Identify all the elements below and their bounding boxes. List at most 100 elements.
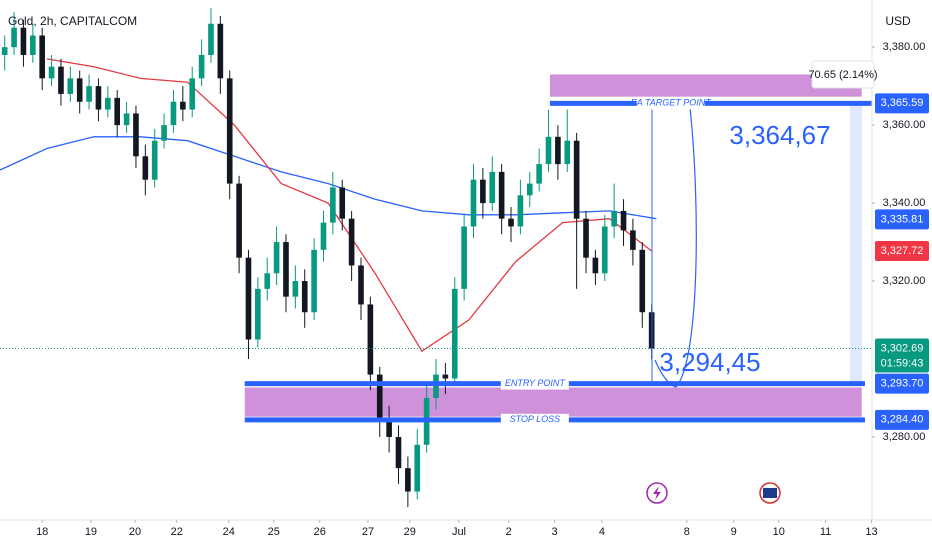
candle-body bbox=[592, 257, 599, 274]
measure-range bbox=[850, 104, 862, 383]
candle-body bbox=[583, 218, 589, 258]
candle-body bbox=[170, 101, 177, 126]
candle-body bbox=[339, 187, 346, 219]
candle-body bbox=[161, 125, 167, 141]
candle-body bbox=[226, 78, 233, 184]
moving-average bbox=[0, 136, 657, 220]
y-tick-label: 3,360.00 bbox=[883, 119, 926, 131]
price-tag bbox=[875, 209, 929, 230]
candle-body bbox=[330, 187, 336, 223]
level-label: STOP LOSS bbox=[510, 414, 561, 424]
x-tick-label: 27 bbox=[362, 526, 374, 538]
candle-body bbox=[489, 171, 496, 204]
x-tick-label: 20 bbox=[129, 526, 141, 538]
price-tag bbox=[875, 373, 929, 394]
price-tag bbox=[875, 93, 929, 114]
y-axis: 18 19 20 22 24 25 26 27 29 Jul 2 3 4 8 9 10 11 13 3,380.00… bbox=[0, 0, 932, 538]
level-label: EA TARGET POINT bbox=[631, 98, 713, 108]
candle-body bbox=[367, 304, 374, 375]
plot bbox=[0, 8, 872, 508]
candle-body bbox=[264, 273, 271, 289]
candle-body bbox=[461, 226, 467, 289]
candle-body bbox=[217, 23, 224, 79]
event-icon-glyph bbox=[763, 488, 777, 498]
x-tick-label: 10 bbox=[773, 526, 785, 538]
candle-body bbox=[573, 140, 580, 219]
candle-body bbox=[255, 288, 261, 340]
candle-body bbox=[114, 97, 121, 126]
candle-body bbox=[311, 249, 317, 313]
y-tick-label: 3,380.00 bbox=[883, 41, 926, 53]
candle-body bbox=[133, 113, 139, 157]
candle-body bbox=[386, 421, 392, 437]
level-label: ENTRY POINT bbox=[505, 378, 567, 388]
candle-body bbox=[301, 281, 308, 313]
annotation: 3,294,45 bbox=[659, 347, 760, 377]
candle-body bbox=[20, 27, 27, 55]
price-tag bbox=[875, 338, 929, 373]
price-tag-label: 3,327.72 bbox=[881, 245, 924, 257]
candle-body bbox=[414, 444, 421, 492]
x-tick-label: 9 bbox=[731, 526, 737, 538]
y-tick-label: 3,340.00 bbox=[883, 197, 926, 209]
candle-body bbox=[620, 210, 627, 231]
level-label-bg bbox=[500, 413, 569, 426]
candle-body bbox=[564, 140, 571, 165]
chart-title: Gold, 2h, CAPITALCOM bbox=[8, 14, 137, 28]
level-label-bg bbox=[636, 97, 705, 110]
candle-body bbox=[198, 54, 205, 79]
price-tag-label: 3,293.70 bbox=[881, 377, 924, 389]
candle-body bbox=[358, 265, 364, 305]
candle-body bbox=[395, 436, 402, 469]
candle-body bbox=[30, 35, 36, 55]
candle-body bbox=[67, 78, 74, 94]
x-tick-label: 29 bbox=[404, 526, 416, 538]
price-tag bbox=[875, 240, 929, 261]
candle-body bbox=[142, 156, 149, 180]
price-tag-label: 3,335.81 bbox=[881, 213, 924, 225]
candle-body bbox=[498, 171, 505, 219]
candle-body bbox=[320, 222, 327, 250]
candle-body bbox=[292, 281, 299, 297]
price-tag-label: 3,284.40 bbox=[881, 414, 924, 426]
candle-body bbox=[180, 101, 186, 110]
zones bbox=[244, 74, 862, 417]
x-tick-label: 25 bbox=[268, 526, 280, 538]
candle-body bbox=[283, 242, 289, 297]
x-tick-label: Jul bbox=[452, 526, 466, 538]
candle-body bbox=[76, 78, 83, 102]
level-label-bg bbox=[500, 377, 569, 390]
candle-body bbox=[536, 164, 542, 184]
x-tick-label: 11 bbox=[820, 526, 831, 538]
arrow-curve bbox=[654, 107, 697, 388]
candle-body bbox=[58, 66, 64, 94]
candle-body bbox=[189, 78, 196, 110]
candle-body bbox=[601, 226, 608, 274]
x-tick-label: 24 bbox=[223, 526, 235, 538]
candle-body bbox=[123, 113, 130, 126]
candle-body bbox=[48, 66, 55, 79]
candle-body bbox=[245, 257, 252, 340]
price-tag-label: 3,302.69 bbox=[881, 342, 924, 354]
candle-body bbox=[480, 179, 486, 204]
x-tick-label: 18 bbox=[36, 526, 48, 538]
candle-body bbox=[470, 179, 477, 227]
x-tick-label: 4 bbox=[599, 526, 605, 538]
candle-body bbox=[442, 374, 449, 379]
candle-body bbox=[545, 136, 552, 165]
x-tick-label: 13 bbox=[865, 526, 877, 538]
measure-box bbox=[811, 60, 875, 89]
price-tag-label: 3,365.59 bbox=[881, 97, 924, 109]
annotation: 3,364,67 bbox=[729, 120, 830, 150]
candle-body bbox=[630, 230, 636, 250]
candle-body bbox=[611, 210, 617, 227]
candle-body bbox=[236, 183, 242, 258]
price-tag bbox=[875, 409, 929, 430]
candle-body bbox=[451, 288, 458, 379]
x-tick-label: 8 bbox=[684, 526, 690, 538]
candle-body bbox=[508, 218, 514, 227]
candle-body bbox=[105, 97, 111, 110]
x-tick-label: 26 bbox=[314, 526, 326, 538]
